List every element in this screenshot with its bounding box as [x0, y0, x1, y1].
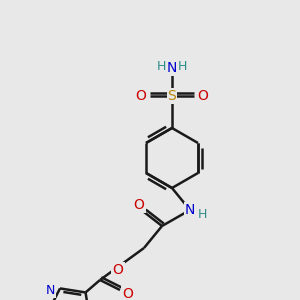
Text: H: H — [157, 59, 166, 73]
Text: O: O — [198, 89, 208, 103]
Text: N: N — [45, 284, 55, 297]
Text: O: O — [123, 287, 134, 300]
Text: O: O — [136, 89, 146, 103]
Text: O: O — [134, 198, 144, 212]
Text: N: N — [167, 61, 177, 75]
Text: H: H — [197, 208, 207, 220]
Text: S: S — [168, 89, 176, 103]
Text: H: H — [178, 59, 188, 73]
Text: O: O — [112, 263, 123, 277]
Text: N: N — [185, 203, 195, 217]
